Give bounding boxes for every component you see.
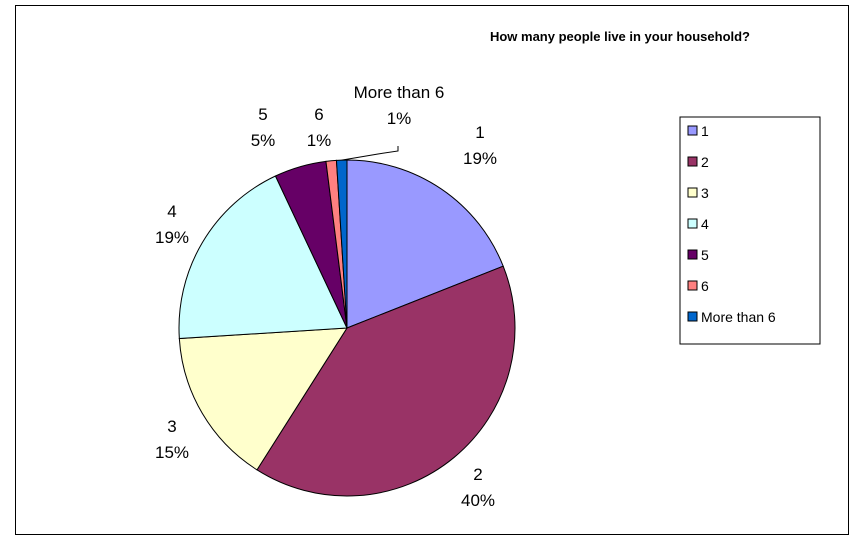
legend-swatch-5: [687, 249, 698, 260]
legend: 1 2 3 4 5 6 More than 6: [679, 116, 821, 345]
data-label-3: 3 15%: [155, 417, 189, 462]
legend-label-more-than-6: More than 6: [701, 309, 776, 325]
legend-swatch-6: [687, 280, 698, 291]
data-label-2: 2 40%: [461, 465, 495, 510]
pie-slice-2: [256, 265, 516, 497]
pie-slice-1: [346, 159, 504, 329]
chart-title: How many people live in your household?: [490, 29, 750, 44]
legend-swatch-2: [687, 156, 698, 167]
pie-slices: [178, 159, 516, 497]
leader-line-more-than-6: [341, 146, 399, 161]
legend-label-1: 1: [701, 123, 709, 139]
pie-slice-more-than-6: [335, 159, 348, 329]
data-label-more-than-6: More than 6 1%: [354, 83, 445, 128]
legend-swatch-4: [687, 218, 698, 229]
data-label-1: 1 19%: [463, 123, 497, 168]
data-label-6: 6 1%: [307, 105, 332, 150]
legend-label-4: 4: [701, 216, 709, 232]
legend-label-6: 6: [701, 278, 709, 294]
pie-data-labels: 1 19% 2 40% 3 15% 4 19% 5 5% 6 1% More than 6 1%: [155, 83, 497, 510]
pie-slice-3: [178, 327, 348, 471]
legend-label-3: 3: [701, 185, 709, 201]
pie-slice-4: [178, 175, 348, 340]
legend-label-2: 2: [701, 154, 709, 170]
legend-swatch-more-than-6: [687, 311, 698, 322]
legend-swatch-1: [687, 125, 698, 136]
data-label-4: 4 19%: [155, 202, 189, 247]
data-label-5: 5 5%: [251, 105, 276, 150]
legend-box: [679, 116, 821, 345]
legend-swatch-3: [687, 187, 698, 198]
legend-label-5: 5: [701, 247, 709, 263]
